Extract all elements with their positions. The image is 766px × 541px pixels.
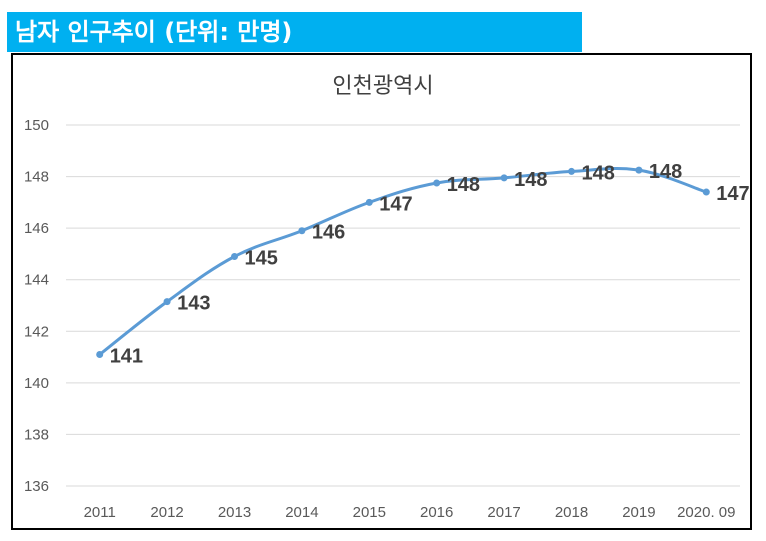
data-point <box>163 298 171 306</box>
series-line <box>98 166 707 356</box>
data-label: 148 <box>514 169 547 191</box>
x-tick-label: 2014 <box>285 504 318 521</box>
data-point <box>298 227 306 235</box>
data-point <box>96 350 104 358</box>
x-tick-label: 2018 <box>555 504 588 521</box>
x-tick-label: 2011 <box>84 504 116 521</box>
x-tick-label: 2019 <box>622 504 655 521</box>
data-point <box>231 253 238 261</box>
data-label: 143 <box>177 293 210 315</box>
x-tick-label: 2013 <box>218 504 251 521</box>
y-tick-label: 138 <box>24 426 49 443</box>
data-label: 148 <box>447 174 480 196</box>
y-tick-label: 140 <box>24 375 49 392</box>
banner-title: 남자 인구추이 (단위: 만명) <box>7 12 582 52</box>
y-tick-label: 146 <box>24 220 49 237</box>
y-tick-label: 148 <box>24 169 49 186</box>
x-tick-label: 2017 <box>487 504 520 521</box>
data-label: 148 <box>649 161 682 183</box>
grid-lines <box>66 124 740 487</box>
x-tick-label: 2016 <box>420 504 453 521</box>
data-label: 148 <box>582 162 615 184</box>
data-label: 147 <box>379 193 412 215</box>
data-point <box>365 198 373 206</box>
data-label: 147 <box>716 183 749 205</box>
y-tick-label: 150 <box>24 117 49 134</box>
chart-frame <box>11 53 752 530</box>
data-label: 141 <box>110 345 143 367</box>
data-point <box>433 179 441 187</box>
data-point <box>702 188 710 196</box>
y-tick-label: 142 <box>24 323 49 340</box>
x-tick-label: 2020. 09 <box>677 504 735 521</box>
data-point <box>635 166 643 174</box>
x-tick-label: 2012 <box>150 504 183 521</box>
series-layer <box>96 166 710 358</box>
x-axis-ticks: 2011 2012 2013 2014 2015 2016 2017 2018 2019 2020… <box>84 504 736 521</box>
x-tick-label: 2015 <box>353 504 386 521</box>
data-point <box>568 167 575 175</box>
y-tick-label: 136 <box>24 478 49 495</box>
data-label: 146 <box>312 222 345 244</box>
data-labels: 141 143 145 146 147 148 148 148 148 147 <box>110 161 750 367</box>
y-tick-label: 144 <box>24 272 49 289</box>
chart-title: 인천광역시 <box>332 74 433 99</box>
data-label: 145 <box>245 248 278 270</box>
data-point <box>500 174 508 182</box>
y-axis-ticks: 136 138 140 142 144 146 148 150 <box>24 117 49 495</box>
